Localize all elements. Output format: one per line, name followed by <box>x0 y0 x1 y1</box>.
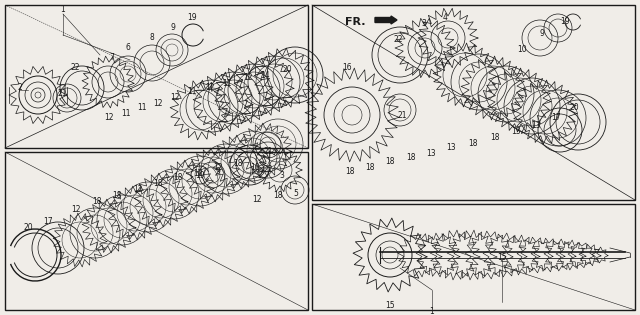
Text: 3: 3 <box>280 170 284 180</box>
Text: 19: 19 <box>195 170 205 180</box>
Text: 12: 12 <box>170 93 180 101</box>
Text: 18: 18 <box>233 158 243 168</box>
Text: 15: 15 <box>385 301 395 310</box>
Text: 12: 12 <box>193 169 203 177</box>
Text: 11: 11 <box>222 78 232 88</box>
Text: 18: 18 <box>365 163 375 171</box>
Text: 12: 12 <box>71 205 81 215</box>
Text: 13: 13 <box>511 128 521 136</box>
Text: 12: 12 <box>104 113 114 123</box>
Text: 16: 16 <box>342 64 352 72</box>
Text: 8: 8 <box>150 33 154 43</box>
Text: 21: 21 <box>57 89 67 98</box>
Text: 1: 1 <box>429 307 435 315</box>
Text: 12: 12 <box>252 196 262 204</box>
Text: 6: 6 <box>125 43 131 53</box>
Bar <box>312 204 635 310</box>
Text: 18: 18 <box>153 180 163 188</box>
Text: 11: 11 <box>188 88 196 96</box>
Text: 18: 18 <box>385 158 395 167</box>
Text: 15: 15 <box>497 254 507 262</box>
Text: 12: 12 <box>133 186 143 194</box>
Text: 9: 9 <box>171 24 175 32</box>
Text: 11: 11 <box>137 104 147 112</box>
Text: 10: 10 <box>517 45 527 54</box>
Text: 3: 3 <box>422 20 426 28</box>
Bar <box>5 5 308 148</box>
Text: 20: 20 <box>282 66 292 75</box>
Text: 13: 13 <box>446 144 456 152</box>
Text: 4: 4 <box>443 14 447 22</box>
Text: 18: 18 <box>173 174 183 182</box>
Text: 22: 22 <box>263 165 273 175</box>
Text: 22: 22 <box>393 36 403 44</box>
Text: 5: 5 <box>294 188 298 198</box>
Text: 1: 1 <box>61 5 65 14</box>
Text: 9: 9 <box>216 168 220 176</box>
Text: 12: 12 <box>205 83 215 91</box>
Text: 12: 12 <box>243 73 253 83</box>
Text: 17: 17 <box>551 113 561 123</box>
Text: 22: 22 <box>70 64 80 72</box>
Text: 11: 11 <box>121 108 131 117</box>
Text: 10: 10 <box>250 163 260 173</box>
Text: 19: 19 <box>187 14 197 22</box>
Text: 18: 18 <box>345 168 355 176</box>
Text: 13: 13 <box>426 148 436 158</box>
FancyArrow shape <box>375 16 397 24</box>
Text: 7: 7 <box>109 54 115 62</box>
Text: 12: 12 <box>153 99 163 107</box>
Bar <box>312 5 635 200</box>
Text: 13: 13 <box>531 121 541 129</box>
Text: FR.: FR. <box>345 17 365 27</box>
Text: 18: 18 <box>92 198 102 207</box>
Text: 21: 21 <box>397 111 407 119</box>
Text: 19: 19 <box>560 18 570 26</box>
Text: 18: 18 <box>468 139 477 147</box>
Text: 17: 17 <box>43 217 53 226</box>
Text: 18: 18 <box>273 191 283 199</box>
Text: 20: 20 <box>569 104 579 112</box>
Text: 21: 21 <box>263 147 273 157</box>
Text: 18: 18 <box>112 192 122 201</box>
Text: 2: 2 <box>18 83 22 91</box>
Text: 18: 18 <box>406 153 416 163</box>
Text: 18: 18 <box>490 134 500 142</box>
Text: 14: 14 <box>260 71 270 79</box>
Bar <box>5 152 308 310</box>
Text: 9: 9 <box>540 28 545 37</box>
Text: 12: 12 <box>213 163 223 173</box>
Text: 20: 20 <box>23 224 33 232</box>
